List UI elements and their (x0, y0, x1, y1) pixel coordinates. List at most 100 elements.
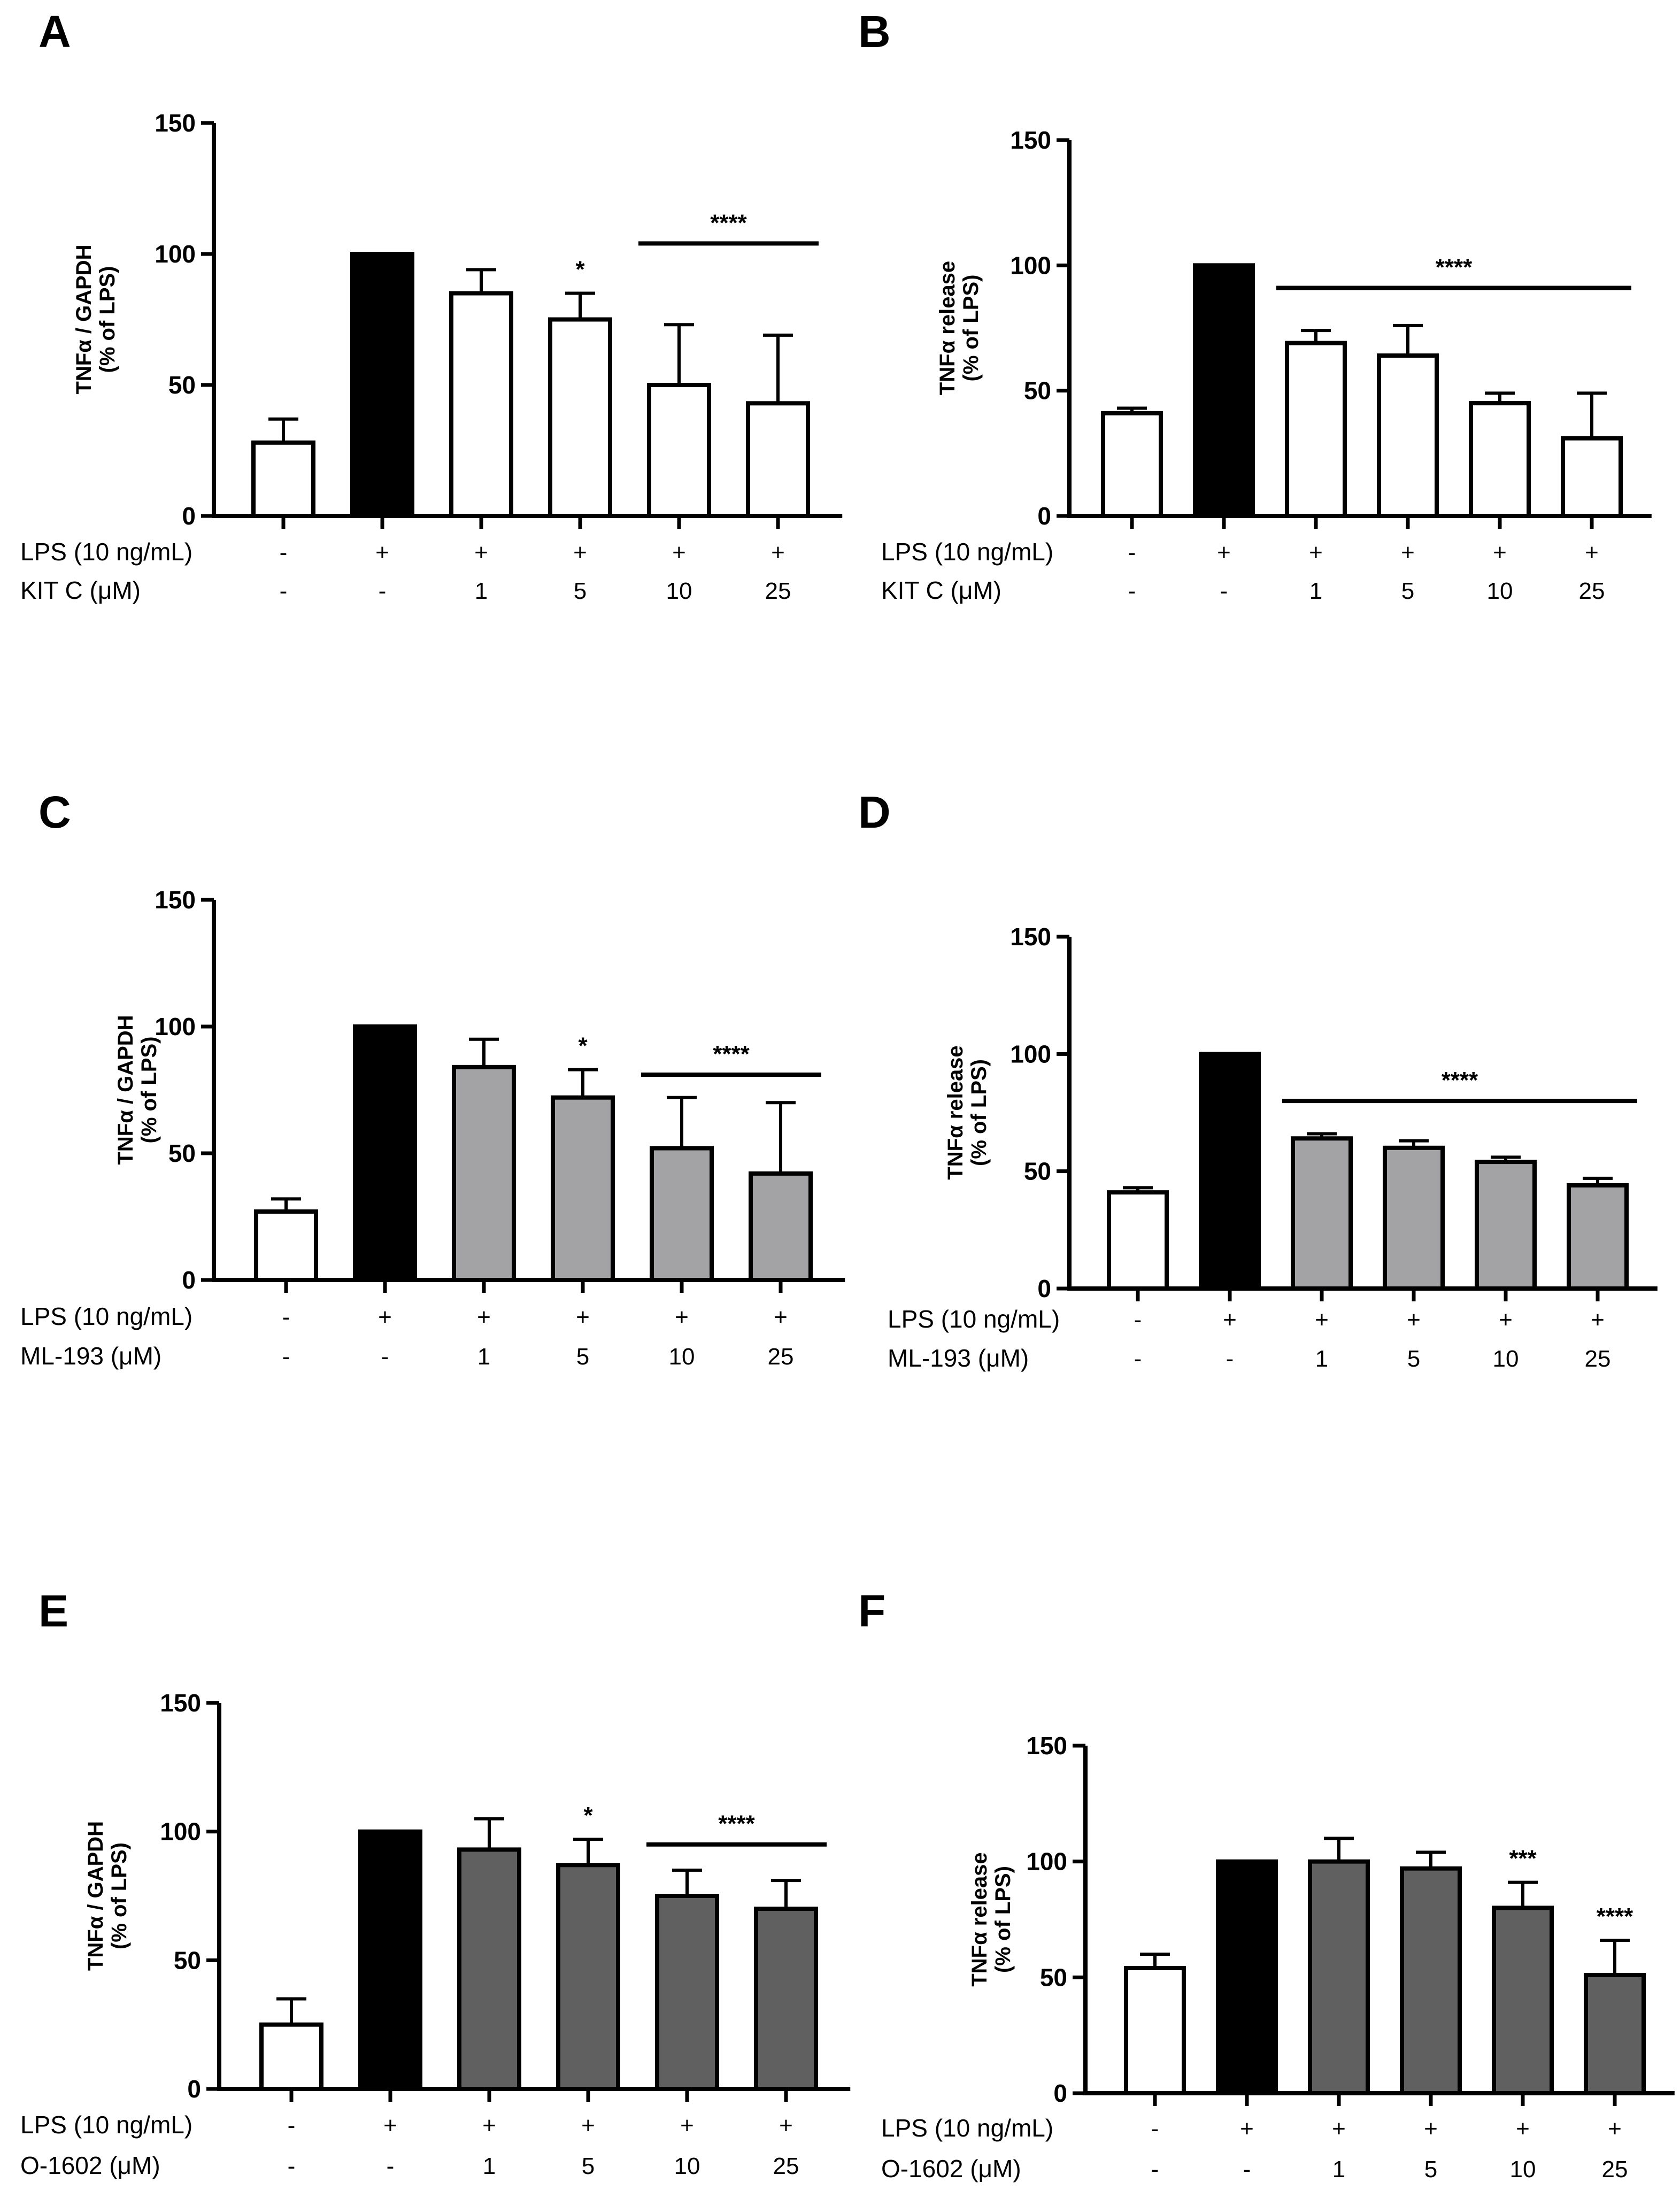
condition-cell: 25 (1585, 1346, 1611, 1372)
condition-cell: 1 (1315, 1346, 1328, 1372)
y-tick-label: 100 (1010, 251, 1051, 279)
y-tick-label: 150 (1026, 1732, 1067, 1760)
condition-cell: + (1309, 539, 1323, 566)
condition-cell: 10 (674, 2153, 700, 2179)
condition-cell: 25 (1579, 578, 1605, 604)
y-axis-label-line: (% of LPS) (991, 1866, 1015, 1973)
y-axis-label-line: TNFα / GAPDH (114, 1015, 137, 1164)
condition-cell: 10 (1493, 1346, 1519, 1372)
bar (353, 1024, 417, 1282)
condition-cell: + (477, 1304, 491, 1330)
bar (1469, 401, 1531, 518)
condition-cell: - (387, 2153, 395, 2179)
bar (754, 1907, 818, 2091)
y-tick-label: 50 (174, 1946, 201, 1974)
condition-cell: + (573, 539, 587, 566)
condition-cell: 5 (1401, 578, 1414, 604)
condition-cell: + (1240, 2116, 1254, 2142)
bar (350, 252, 414, 518)
panel-b: B 0 50 100 150 TNFα release(% of LPS) **** LPS … (858, 6, 1652, 604)
condition-cell: + (1401, 539, 1415, 566)
condition-cell: 25 (1602, 2156, 1628, 2182)
condition-cell: 25 (768, 1344, 794, 1370)
condition-cell: 10 (1487, 578, 1513, 604)
condition-cell: + (581, 2112, 595, 2139)
y-axis-label-line: TNFα / GAPDH (72, 244, 96, 394)
y-axis-label-line: (% of LPS) (96, 266, 119, 373)
bar (1124, 1966, 1186, 2095)
y-tick-label: 150 (155, 109, 196, 137)
condition-cell: - (1151, 2116, 1159, 2142)
y-tick-label: 150 (160, 1689, 201, 1717)
condition-cell: 10 (1510, 2156, 1536, 2182)
condition-cell: - (282, 1344, 290, 1370)
y-axis-label: TNFα release(% of LPS) (936, 261, 983, 395)
significance-label: * (578, 1033, 588, 1059)
condition-cell: + (1516, 2116, 1530, 2142)
bar (1377, 353, 1439, 518)
condition-cell: 5 (574, 578, 587, 604)
y-axis-label: TNFα release(% of LPS) (944, 1045, 991, 1179)
bar (457, 1847, 521, 2092)
condition-cell: - (288, 2112, 296, 2139)
condition-cell: 1 (475, 578, 488, 604)
condition-row-label: KIT C (μM) (20, 576, 141, 604)
y-axis-label-line: TNFα / GAPDH (84, 1821, 107, 1971)
y-axis-label-line: (% of LPS) (107, 1842, 131, 1949)
condition-cell: + (474, 539, 488, 566)
condition-cell: + (1424, 2116, 1438, 2142)
bar (1199, 1052, 1261, 1291)
bar (1193, 263, 1255, 518)
condition-cell: - (1134, 1307, 1142, 1333)
condition-cell: 5 (1424, 2156, 1437, 2182)
condition-cell: 10 (669, 1344, 695, 1370)
bar (1101, 411, 1163, 519)
condition-cell: 25 (765, 578, 791, 604)
condition-cell: 1 (1309, 578, 1322, 604)
y-tick-label: 100 (1026, 1848, 1067, 1876)
condition-cell: + (378, 1304, 392, 1330)
condition-cell: 1 (483, 2153, 496, 2179)
condition-cell: 25 (773, 2153, 799, 2179)
significance-label: * (583, 1802, 593, 1829)
y-tick-label: 50 (168, 1139, 196, 1167)
condition-cell: - (1226, 1346, 1234, 1372)
bar (1383, 1145, 1445, 1291)
condition-cell: - (1243, 2156, 1251, 2182)
condition-cell: - (1128, 539, 1136, 566)
bar (251, 440, 315, 518)
bar (655, 1894, 719, 2091)
y-axis-label-line: TNFα release (968, 1852, 991, 1986)
y-tick-label: 100 (155, 240, 196, 268)
y-tick-label: 0 (1037, 502, 1051, 530)
y-axis-label-line: TNFα release (936, 261, 959, 395)
y-axis-label: TNFα release(% of LPS) (968, 1852, 1015, 1986)
condition-row-label: LPS (10 ng/mL) (881, 2114, 1053, 2142)
y-tick-label: 0 (182, 1266, 196, 1294)
bar (1561, 436, 1623, 518)
condition-cell: + (1585, 539, 1599, 566)
bar (556, 1863, 620, 2091)
condition-cell: + (1608, 2116, 1622, 2142)
condition-row-label: O-1602 (μM) (881, 2155, 1021, 2182)
y-tick-label: 50 (1040, 1963, 1067, 1991)
condition-cell: - (280, 578, 288, 604)
bar (647, 383, 711, 518)
bar (1567, 1183, 1629, 1291)
significance-label: **** (1442, 1067, 1478, 1093)
y-axis-label: TNFα / GAPDH(% of LPS) (72, 244, 119, 394)
condition-cell: - (1220, 578, 1228, 604)
bar (449, 291, 513, 518)
condition-row-label: LPS (10 ng/mL) (20, 2111, 192, 2139)
condition-cell: + (482, 2112, 496, 2139)
condition-cell: + (1332, 2116, 1346, 2142)
bar (1492, 1906, 1554, 2095)
condition-cell: + (774, 1304, 788, 1330)
y-axis-label: TNFα / GAPDH(% of LPS) (114, 1015, 161, 1164)
bar (746, 401, 810, 518)
bar (452, 1065, 516, 1282)
bar (548, 317, 612, 518)
bar (259, 2022, 323, 2092)
